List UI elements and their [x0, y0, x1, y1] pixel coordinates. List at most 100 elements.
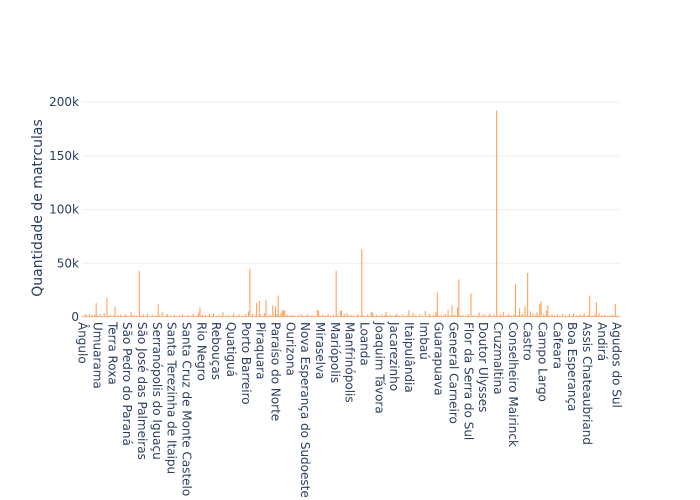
bar	[157, 304, 159, 317]
bar	[508, 313, 510, 317]
x-tick-label: Terra Roxa	[105, 321, 119, 385]
bar	[373, 315, 375, 317]
bar	[359, 315, 361, 317]
bar	[339, 311, 341, 317]
bar	[415, 314, 417, 317]
bar	[613, 316, 615, 317]
bar	[334, 315, 336, 317]
bar	[219, 316, 221, 317]
bar	[249, 268, 251, 317]
bar	[409, 316, 411, 317]
bar	[419, 314, 421, 317]
bar	[496, 110, 498, 317]
bar	[407, 315, 409, 317]
x-tick-label: Campo Largo	[535, 322, 549, 402]
bar	[285, 315, 287, 317]
bar	[416, 315, 418, 317]
bar	[401, 314, 403, 317]
bar	[576, 316, 579, 317]
x-tick-label: Boa Esperança	[565, 322, 579, 411]
x-tick-label: Loanda	[357, 322, 371, 366]
bar	[446, 316, 448, 317]
bar	[354, 316, 356, 317]
bar	[489, 313, 491, 317]
bar	[176, 315, 178, 317]
bar	[554, 315, 556, 317]
bar	[483, 316, 486, 317]
bar	[154, 315, 157, 317]
bar	[601, 315, 603, 317]
bar	[297, 315, 299, 317]
bar	[156, 316, 158, 317]
bar	[442, 316, 444, 317]
bar	[377, 316, 379, 317]
bar	[535, 314, 537, 317]
bar	[376, 314, 378, 317]
x-tick-label: General Carneiro	[446, 322, 460, 424]
bar	[451, 305, 453, 317]
bar	[114, 306, 116, 317]
bar	[456, 307, 459, 317]
bar	[421, 315, 424, 317]
x-tick-label: Santa Cruz de Monte Castelo	[179, 322, 193, 496]
bar	[544, 315, 546, 317]
bar	[289, 315, 291, 317]
bar	[250, 315, 252, 317]
bar	[231, 315, 233, 317]
bar	[204, 315, 206, 317]
bar	[609, 315, 611, 317]
bar	[567, 315, 569, 317]
bar	[160, 316, 162, 317]
bar	[260, 314, 262, 317]
bar	[593, 316, 595, 317]
bar	[323, 316, 325, 317]
bar	[110, 314, 112, 317]
bar	[384, 315, 386, 317]
bar	[215, 315, 217, 317]
x-tick-label: Castro	[521, 322, 535, 361]
bar	[130, 311, 132, 317]
bar	[509, 316, 511, 317]
bar	[158, 315, 161, 317]
bar	[99, 313, 101, 317]
y-tick-label: 150k	[49, 149, 79, 163]
bar	[258, 300, 260, 317]
bar	[277, 295, 279, 317]
bar	[87, 316, 89, 317]
bar	[500, 314, 502, 317]
bar	[531, 315, 533, 317]
bar	[358, 316, 360, 317]
bar	[345, 316, 347, 317]
x-tick-label: Assis Chateaubriand	[580, 322, 594, 445]
bar	[467, 314, 469, 317]
bar	[595, 301, 597, 317]
bar	[617, 316, 619, 317]
bar	[136, 315, 138, 317]
bar	[397, 316, 399, 317]
bar	[342, 315, 344, 317]
bar	[88, 313, 90, 317]
bar	[141, 316, 143, 317]
bar	[598, 313, 600, 317]
bar	[475, 316, 477, 317]
x-tick-label: Cafeara	[550, 322, 564, 369]
bar	[95, 303, 97, 317]
bar	[253, 316, 255, 317]
bar	[455, 316, 457, 317]
x-tick-label: Rebouças	[209, 322, 223, 380]
x-tick-label: Cruzmaltina	[491, 322, 505, 395]
y-axis-title: Quantidade de matrculas	[30, 119, 46, 297]
bar	[261, 316, 263, 317]
bar	[181, 314, 183, 317]
bar	[362, 315, 364, 317]
bar	[200, 315, 202, 317]
bar	[148, 316, 150, 317]
bar	[425, 315, 428, 317]
bar	[326, 316, 328, 317]
bar	[465, 315, 467, 317]
bar	[129, 315, 131, 317]
bar	[235, 315, 237, 317]
bar	[179, 315, 181, 317]
bar	[516, 316, 518, 317]
bar	[519, 308, 521, 317]
